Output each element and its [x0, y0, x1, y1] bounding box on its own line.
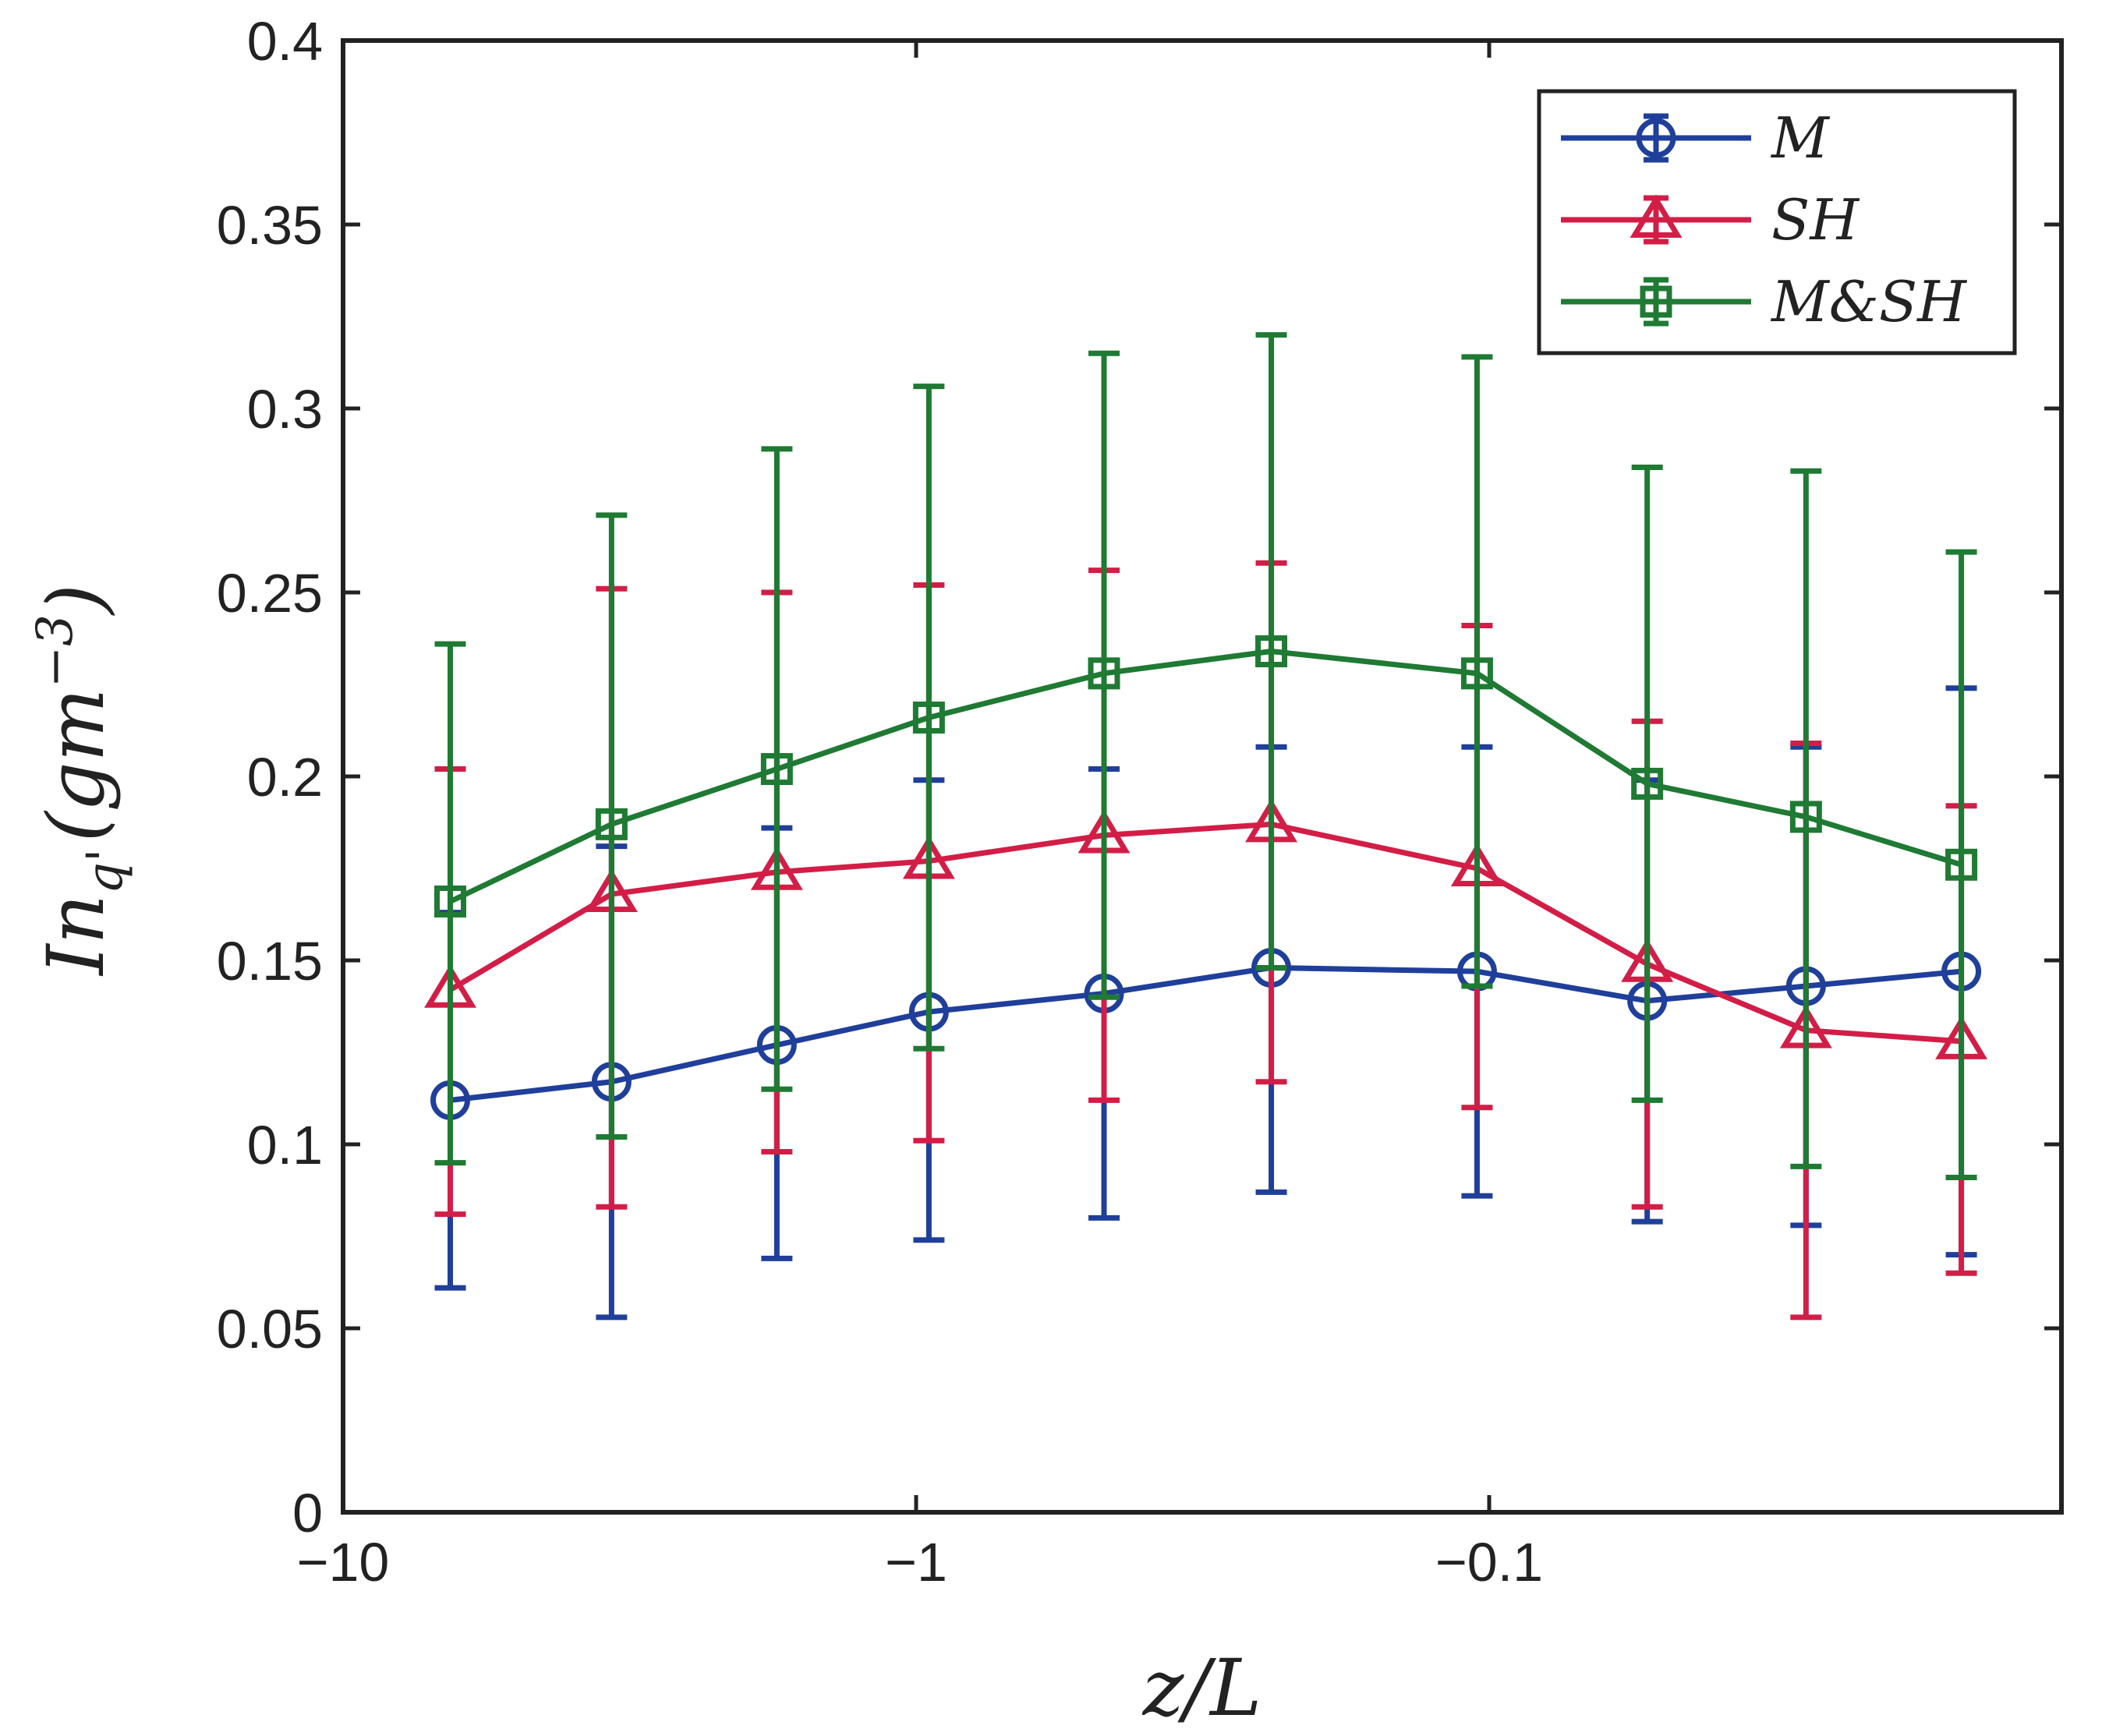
legend-marker-m-sh [1640, 285, 1672, 318]
y-tick-label: 0.35 [217, 195, 323, 256]
legend-label-m-sh: M&SH [1770, 269, 1967, 334]
legend-marker-m [1636, 118, 1676, 158]
data-point-m-sh [912, 701, 945, 734]
y-axis-label-close: ) [30, 584, 122, 616]
series-line-m-sh [448, 649, 1962, 904]
data-point-m-sh [595, 808, 628, 840]
y-axis-label-units: (gm [30, 688, 122, 843]
y-axis-label: Inq' (gm−3) [27, 584, 134, 977]
y-tick-label: 0.15 [217, 931, 323, 992]
legend-label-m: M [1770, 105, 1831, 171]
plot-area [424, 332, 1988, 1321]
x-axis-label: z/L [1142, 1642, 1262, 1734]
y-tick-label: 0.4 [247, 11, 323, 72]
legend: M SH M&SH [1537, 89, 2017, 355]
y-axis-label-subscript: q' [76, 848, 134, 894]
y-tick-label: 0.05 [217, 1299, 323, 1359]
y-tick-label: 0.2 [247, 747, 323, 808]
series-m-sh [434, 332, 1978, 1180]
y-axis: 0 0.05 0.1 0.15 0.2 0.25 0.3 0.35 0.4 [217, 11, 2061, 1543]
svg-text:Inq'(gm−3): Inq' (gm−3) [27, 584, 134, 977]
legend-marker-sh [1630, 194, 1683, 238]
data-point-m-sh [1789, 801, 1822, 833]
x-axis: −10 −1 −0.1 [297, 41, 1543, 1593]
legend-item-m: M [1561, 105, 1831, 171]
y-axis-label-base: In [30, 894, 122, 977]
y-tick-label: 0.1 [247, 1115, 323, 1176]
y-tick-label: 0 [292, 1483, 323, 1543]
data-point-m-sh [1631, 767, 1664, 800]
y-tick-label: 0.25 [217, 563, 323, 624]
data-point-m-sh [434, 885, 467, 917]
data-point-m-sh [1088, 657, 1120, 690]
x-tick-label: −10 [297, 1532, 390, 1593]
legend-item-sh: SH [1561, 187, 1860, 253]
x-tick-label: −0.1 [1435, 1532, 1543, 1593]
data-point-m-sh [1945, 848, 1978, 881]
data-point-m-sh [1255, 635, 1288, 668]
legend-item-m-sh: M&SH [1561, 269, 1967, 334]
data-point-m-sh [760, 753, 793, 786]
legend-label-sh: SH [1771, 187, 1860, 253]
y-axis-label-superscript: −3 [27, 614, 84, 688]
series-line-m [450, 964, 1962, 1103]
data-point-m-sh [1460, 657, 1493, 690]
y-tick-label: 0.3 [247, 379, 323, 440]
x-tick-label: −1 [885, 1532, 947, 1593]
series-line-sh [448, 821, 1962, 1045]
